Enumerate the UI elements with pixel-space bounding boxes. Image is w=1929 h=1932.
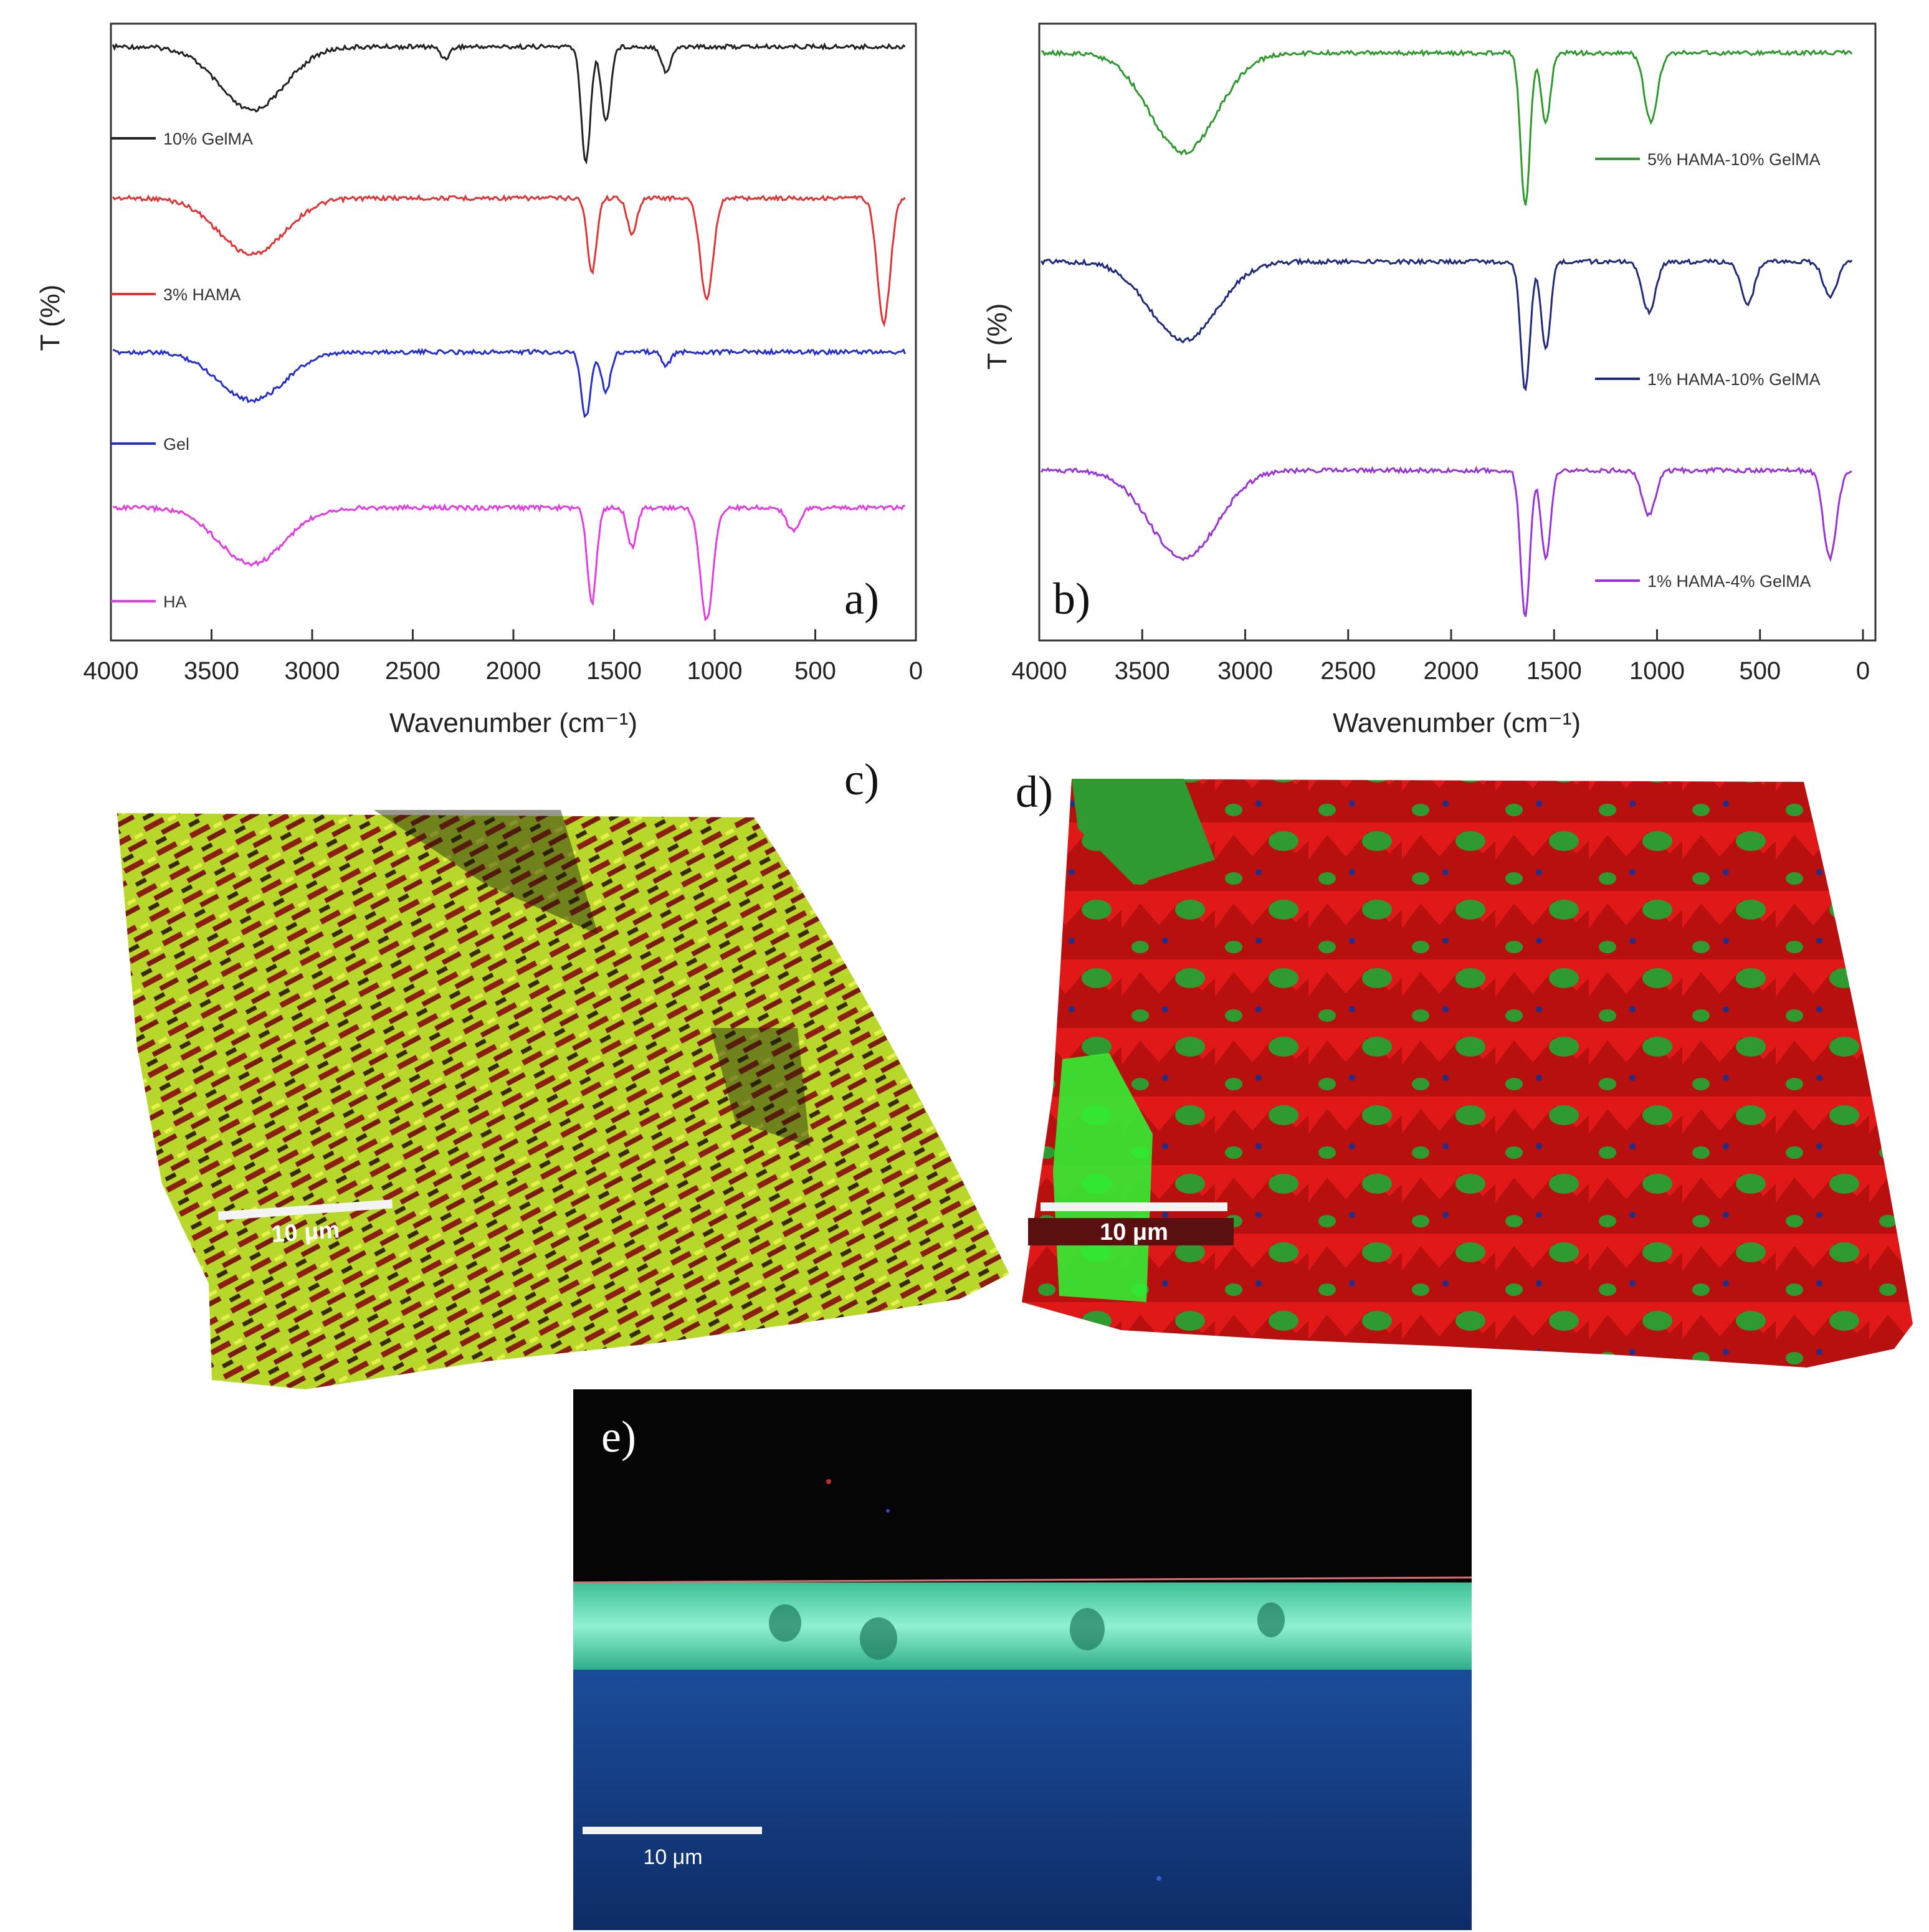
axis-ylabel-b: T (%)	[982, 303, 1012, 370]
surface-c-shadow	[374, 810, 810, 1146]
micrograph-e-pore	[1070, 1608, 1105, 1650]
scale-bar-c	[217, 1199, 393, 1221]
panel-a: 10% GelMA 3% HAMA Gel HA 4000 3500 3000 2500 20…	[35, 22, 923, 738]
x-tick-label: 1000	[687, 657, 743, 685]
series-line-a-2	[112, 194, 906, 328]
legend-label: HA	[163, 592, 187, 611]
scale-label-d: 10 μm	[1100, 1219, 1168, 1245]
x-tick-label: 3000	[1217, 657, 1273, 685]
panel-letter-c: c)	[844, 754, 879, 804]
x-tick-label: 2000	[1424, 657, 1479, 685]
x-tick-label: 3000	[285, 657, 340, 685]
x-tick-label: 0	[909, 657, 923, 685]
x-tick-label: 0	[1856, 657, 1870, 685]
scale-bar-d-plate	[1028, 1218, 1234, 1245]
legend-label: 5% HAMA-10% GelMA	[1647, 150, 1821, 169]
plot-frame-b	[1038, 22, 1877, 642]
series-line-a-4	[112, 503, 905, 622]
x-tick-label: 3500	[1115, 657, 1170, 685]
x-tick-label: 2500	[1320, 657, 1376, 685]
micrograph-e-layer	[573, 1582, 1472, 1670]
x-tick-label: 2500	[385, 657, 441, 685]
curves-b	[1041, 49, 1853, 617]
axis-xlabel-a: Wavenumber (cm⁻¹)	[389, 708, 637, 738]
x-tick-label: 1500	[1527, 657, 1582, 685]
series-line-a-3	[113, 347, 906, 419]
micrograph-e-pore	[860, 1617, 897, 1660]
scale-label-e: 10 μm	[643, 1845, 702, 1869]
x-tick-label: 1000	[1629, 657, 1685, 685]
micrograph-e-edge	[573, 1576, 1472, 1584]
panel-letter-d: d)	[1016, 767, 1053, 817]
axis-ylabel-a: T (%)	[35, 285, 65, 351]
surface-d-green-top	[1072, 779, 1215, 885]
legend-b: 5% HAMA-10% GelMA 1% HAMA-10% GelMA 1% HAM…	[1595, 150, 1821, 591]
series-line-b-2	[1041, 257, 1853, 392]
panel-letter-e: e)	[601, 1412, 636, 1462]
micrograph-e-dot	[826, 1479, 831, 1484]
curves-a	[112, 42, 906, 622]
legend-label: 1% HAMA-10% GelMA	[1647, 370, 1821, 389]
scale-bar-d	[1041, 1202, 1227, 1211]
x-tick-label: 1500	[586, 657, 642, 685]
ticks-a: 4000 3500 3000 2500 2000 1500 1000 500 0	[83, 629, 923, 685]
panel-e: 10 μm e)	[573, 1389, 1472, 1930]
plot-frame-a	[110, 22, 917, 642]
axis-xlabel-b: Wavenumber (cm⁻¹)	[1333, 708, 1581, 738]
surface-d-image	[1022, 779, 1913, 1368]
micrograph-e-dot	[1156, 1876, 1161, 1881]
legend-a: 10% GelMA 3% HAMA Gel HA	[111, 130, 253, 611]
legend-label: Gel	[163, 435, 189, 454]
scale-bar-e	[583, 1827, 762, 1834]
panel-letter-a: a)	[844, 574, 879, 624]
x-tick-label: 4000	[1012, 657, 1067, 685]
x-tick-label: 2000	[486, 657, 541, 685]
micrograph-e-dot	[886, 1509, 890, 1513]
ticks-b: 4000 3500 3000 2500 2000 1500 1000 500 0	[1012, 629, 1870, 685]
scale-label-c: 10 μm	[270, 1217, 341, 1248]
micrograph-e-pore	[1257, 1602, 1285, 1637]
x-tick-label: 3500	[184, 657, 239, 685]
legend-label: 10% GelMA	[163, 130, 253, 148]
series-line-a-1	[112, 42, 906, 165]
x-tick-label: 500	[1739, 657, 1781, 685]
micrograph-e-pore	[769, 1604, 801, 1642]
panel-letter-b: b)	[1053, 574, 1090, 624]
x-tick-label: 4000	[83, 657, 139, 685]
series-line-b-3	[1041, 465, 1852, 617]
panel-d: d) 10 μm	[1016, 767, 1913, 1368]
surface-c-image	[117, 813, 1009, 1389]
panel-c: c) 10 μm	[117, 754, 1009, 1389]
legend-label: 1% HAMA-4% GelMA	[1647, 572, 1811, 591]
x-tick-label: 500	[794, 657, 836, 685]
series-line-b-1	[1041, 49, 1853, 206]
panel-b: 5% HAMA-10% GelMA 1% HAMA-10% GelMA 1% HAM…	[982, 22, 1877, 738]
legend-label: 3% HAMA	[163, 285, 241, 304]
micrograph-e-substrate	[573, 1670, 1472, 1930]
